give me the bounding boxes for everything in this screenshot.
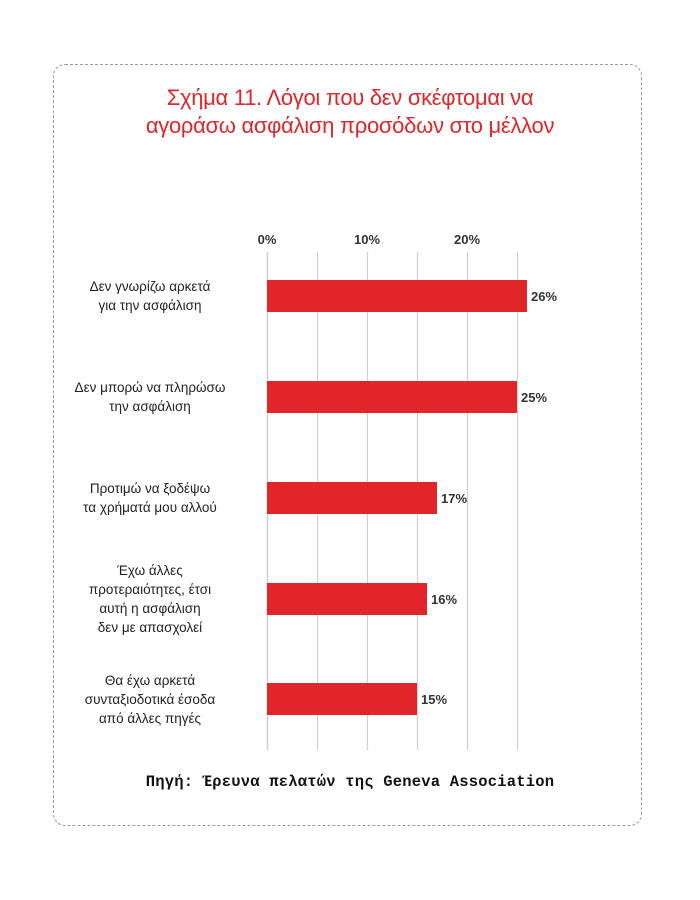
category-label: Έχω άλλες προτεραιότητες, έτσι αυτή η ασφά… xyxy=(60,561,240,637)
data-label: 17% xyxy=(441,491,467,506)
chart-title-line-1: Σχήμα 11. Λόγοι που δεν σκέφτομαι να xyxy=(166,85,534,110)
category-label-line: συνταξιοδοτικά έσοδα xyxy=(84,691,216,707)
category-label-line: δεν με απασχολεί xyxy=(97,620,203,635)
data-label: 16% xyxy=(431,592,457,607)
category-label-line: Θα έχω αρκετά xyxy=(104,672,196,688)
category-label-line: Δεν γνωρίζω αρκετά xyxy=(89,279,211,294)
category-label-line: προτεραιότητες, έτσι xyxy=(88,582,212,597)
bar xyxy=(267,482,437,514)
category-label: Θα έχω αρκετά συνταξιοδοτικά έσοδα από άλλ… xyxy=(60,671,240,728)
category-label-line: την ασφάλιση xyxy=(109,399,191,414)
bar xyxy=(267,683,417,715)
data-label: 26% xyxy=(531,289,557,304)
x-tick-label: 0% xyxy=(258,232,277,247)
x-tick-label: 10% xyxy=(354,232,380,247)
category-label: Προτιμώ να ξοδέψω τα χρήματά μου αλλού xyxy=(60,479,240,517)
category-label: Δεν μπορώ να πληρώσω την ασφάλιση xyxy=(60,378,240,416)
category-label-line: Έχω άλλες xyxy=(117,563,183,578)
source-note: Πηγή: Έρευνα πελατών της Geneva Associat… xyxy=(145,773,555,791)
category-label-line: Δεν μπορώ να πληρώσω xyxy=(74,380,226,395)
category-label-line: Προτιμώ να ξοδέψω xyxy=(89,481,211,496)
data-label: 25% xyxy=(521,390,547,405)
category-label-line: τα χρήματά μου αλλού xyxy=(83,500,217,515)
category-label: Δεν γνωρίζω αρκετά για την ασφάλιση xyxy=(60,277,240,315)
x-tick-label: 20% xyxy=(454,232,480,247)
bar xyxy=(267,583,427,615)
bar xyxy=(267,280,527,312)
category-label-line: για την ασφάλιση xyxy=(98,298,202,313)
bar xyxy=(267,381,517,413)
category-label-line: αυτή η ασφάλιση xyxy=(99,601,201,616)
category-label-line: από άλλες πηγές xyxy=(98,710,202,726)
data-label: 15% xyxy=(421,692,447,707)
chart-title: Σχήμα 11. Λόγοι που δεν σκέφτομαι να αγο… xyxy=(0,84,700,140)
chart-title-line-2: αγοράσω ασφάλιση προσόδων στο μέλλον xyxy=(145,113,555,138)
